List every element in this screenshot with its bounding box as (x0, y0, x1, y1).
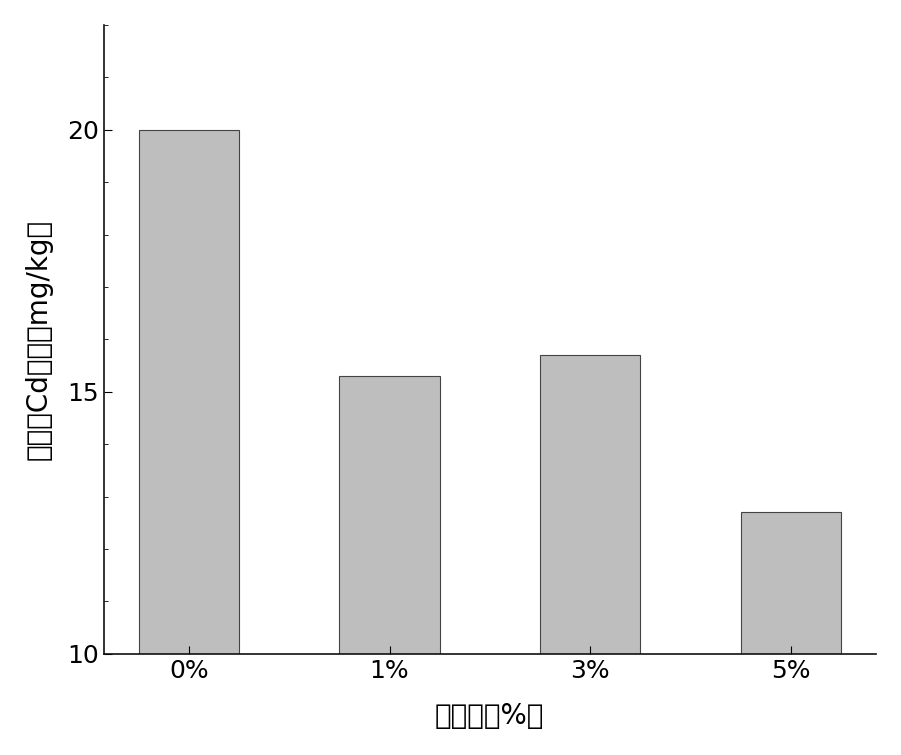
X-axis label: 添加量（%）: 添加量（%） (435, 702, 544, 730)
Y-axis label: 有效态Cd含量（mg/kg）: 有效态Cd含量（mg/kg） (25, 219, 53, 460)
Bar (741, 512, 841, 755)
Bar (340, 376, 440, 755)
Bar (139, 130, 239, 755)
Bar (540, 355, 641, 755)
